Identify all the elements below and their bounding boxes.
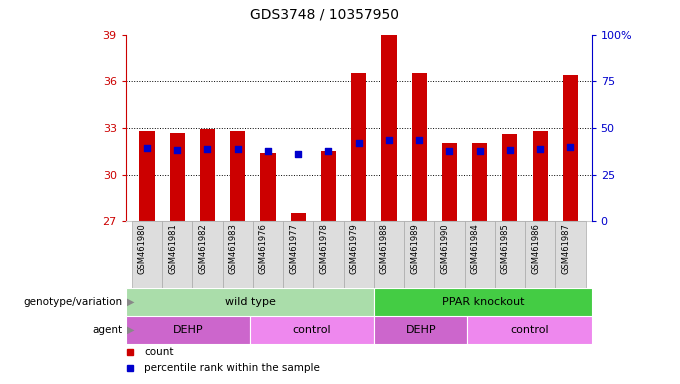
Text: GSM461979: GSM461979 [350, 223, 359, 274]
Point [172, 147, 183, 153]
Text: GSM461984: GSM461984 [471, 223, 479, 274]
Text: GSM461985: GSM461985 [501, 223, 510, 274]
Bar [381, 35, 396, 221]
Text: ▶: ▶ [127, 325, 135, 335]
Text: GSM461977: GSM461977 [289, 223, 299, 274]
Bar [411, 73, 427, 221]
Point [474, 148, 485, 154]
Point [565, 144, 576, 150]
Bar [126, 288, 374, 316]
Text: GSM461983: GSM461983 [228, 223, 238, 274]
Bar [132, 221, 162, 288]
Bar [253, 221, 283, 288]
Text: GSM461987: GSM461987 [562, 223, 571, 274]
Bar [162, 221, 192, 288]
Text: wild type: wild type [224, 297, 275, 307]
Bar [250, 316, 374, 344]
Text: GSM461978: GSM461978 [320, 223, 328, 274]
Bar [374, 316, 467, 344]
Point [413, 137, 424, 143]
Bar [503, 134, 517, 221]
Point [444, 148, 455, 154]
Bar [374, 221, 404, 288]
Point [262, 148, 273, 154]
Text: genotype/variation: genotype/variation [23, 297, 122, 307]
Bar [200, 129, 215, 221]
Text: agent: agent [92, 325, 122, 335]
Point [384, 137, 394, 143]
Bar [321, 151, 336, 221]
Bar [532, 131, 548, 221]
Text: GSM461982: GSM461982 [199, 223, 207, 274]
Text: control: control [293, 325, 331, 335]
Bar [472, 144, 488, 221]
Text: DEHP: DEHP [405, 325, 436, 335]
Bar [467, 316, 592, 344]
Text: DEHP: DEHP [173, 325, 203, 335]
Text: GDS3748 / 10357950: GDS3748 / 10357950 [250, 7, 399, 21]
Point [233, 146, 243, 152]
Text: count: count [144, 347, 174, 357]
Bar [139, 131, 154, 221]
Bar [563, 75, 578, 221]
Text: GSM461976: GSM461976 [259, 223, 268, 274]
Bar [169, 132, 185, 221]
Bar [230, 131, 245, 221]
Text: ▶: ▶ [127, 297, 135, 307]
Text: percentile rank within the sample: percentile rank within the sample [144, 363, 320, 373]
Bar [343, 221, 374, 288]
Bar [283, 221, 313, 288]
Text: GSM461981: GSM461981 [168, 223, 177, 274]
Bar [374, 288, 592, 316]
Bar [464, 221, 495, 288]
Text: GSM461989: GSM461989 [410, 223, 419, 274]
Bar [435, 221, 464, 288]
Bar [290, 214, 306, 221]
Point [202, 146, 213, 152]
Bar [260, 153, 275, 221]
Bar [404, 221, 435, 288]
Text: GSM461986: GSM461986 [531, 223, 540, 274]
Text: PPAR knockout: PPAR knockout [442, 297, 524, 307]
Bar [222, 221, 253, 288]
Bar [192, 221, 222, 288]
Bar [556, 221, 585, 288]
Point [505, 147, 515, 153]
Text: GSM461990: GSM461990 [441, 223, 449, 274]
Bar [442, 144, 457, 221]
Bar [495, 221, 525, 288]
Point [293, 151, 304, 157]
Text: GSM461988: GSM461988 [380, 223, 389, 274]
Point [354, 139, 364, 146]
Text: GSM461980: GSM461980 [138, 223, 147, 274]
Bar [126, 316, 250, 344]
Point [534, 146, 545, 152]
Point [323, 148, 334, 154]
Bar [313, 221, 343, 288]
Text: control: control [510, 325, 549, 335]
Bar [525, 221, 556, 288]
Point [141, 145, 152, 151]
Bar [351, 73, 367, 221]
